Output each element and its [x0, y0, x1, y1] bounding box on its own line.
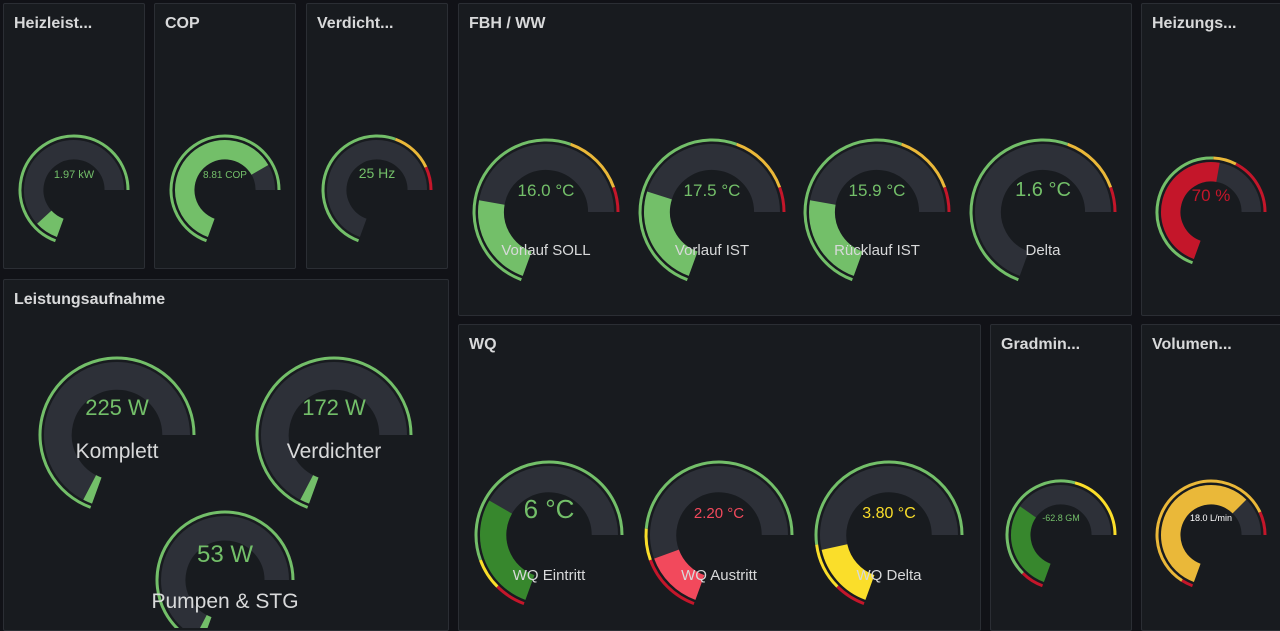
gauge-label-vorlauf-ist: Vorlauf IST: [674, 242, 750, 259]
gauge-label-vorlauf-soll: Vorlauf SOLL: [501, 242, 591, 259]
panel-title[interactable]: FBH / WW: [469, 15, 546, 32]
panel-title[interactable]: Volumen...: [1152, 336, 1232, 353]
panel-heizungs[interactable]: Heizungs...: [1141, 3, 1280, 316]
panel-leistungsaufnahme[interactable]: Leistungsaufnahme: [3, 279, 449, 631]
panel-cop[interactable]: COP: [154, 3, 296, 269]
gauge-label-verdichter: Verdichter: [286, 440, 382, 463]
panel-fbh-ww[interactable]: FBH / WW: [458, 3, 1132, 316]
panel-heizleistung[interactable]: Heizleist...: [3, 3, 145, 269]
panel-wq[interactable]: WQ: [458, 324, 981, 631]
panel-title[interactable]: Heizungs...: [1152, 15, 1237, 32]
panel-title[interactable]: Heizleist...: [14, 15, 93, 32]
gauge-label-delta: Delta: [1025, 242, 1061, 259]
panel-gradmin[interactable]: Gradmin...: [990, 324, 1132, 631]
panel-volumen[interactable]: Volumen...: [1141, 324, 1280, 631]
gauge-label-komplett: Komplett: [75, 440, 159, 463]
gauge-label-wq-eintritt: WQ Eintritt: [512, 567, 586, 584]
panel-title[interactable]: WQ: [469, 336, 497, 353]
panel-title[interactable]: COP: [165, 15, 200, 32]
gauge-label-wq-delta: WQ Delta: [856, 567, 922, 584]
panel-title[interactable]: Verdicht...: [317, 15, 394, 32]
gauge-label-wq-austritt: WQ Austritt: [681, 567, 757, 584]
gauge-label-ruecklauf-ist: Rücklauf IST: [834, 242, 920, 259]
gauge-label-pumpen: Pumpen & STG: [151, 590, 299, 613]
panel-verdichter[interactable]: Verdicht...: [306, 3, 448, 269]
panel-title[interactable]: Leistungsaufnahme: [14, 291, 166, 308]
panel-title[interactable]: Gradmin...: [1001, 336, 1081, 353]
